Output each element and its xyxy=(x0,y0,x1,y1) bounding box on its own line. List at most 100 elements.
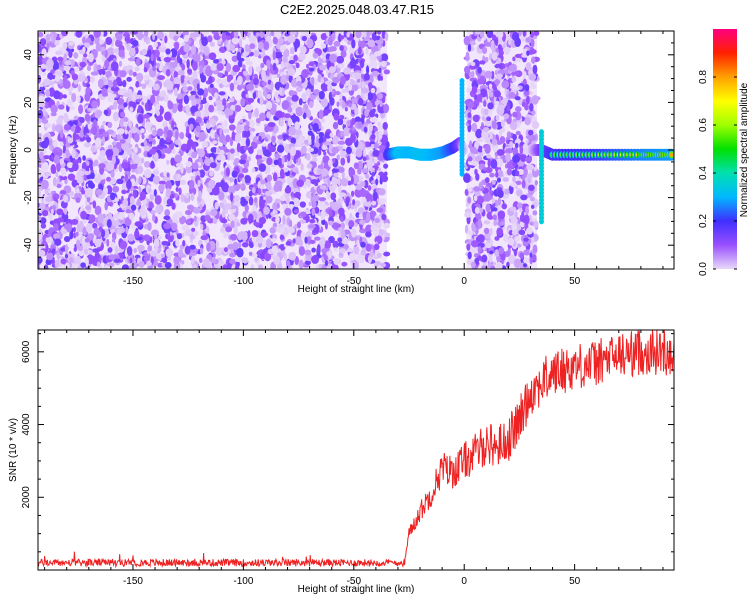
noise-cell xyxy=(41,119,49,124)
noise-cell xyxy=(230,192,234,203)
noise-cell xyxy=(225,134,231,143)
noise-cell xyxy=(270,57,279,66)
noise-cell xyxy=(340,178,349,187)
noise-cell xyxy=(234,194,240,202)
noise-cell xyxy=(56,183,62,189)
noise-cell xyxy=(153,189,157,197)
noise-cell xyxy=(380,53,389,62)
noise-cell xyxy=(228,114,235,119)
noise-cell xyxy=(265,238,272,249)
noise-cell xyxy=(378,145,386,150)
noise-cell xyxy=(252,77,259,86)
noise-cell xyxy=(153,152,159,162)
noise-cell xyxy=(63,235,71,243)
noise-cell xyxy=(353,246,360,254)
noise-cell xyxy=(209,41,215,47)
noise-cell xyxy=(524,116,531,126)
noise-cell xyxy=(54,39,60,46)
noise-cell xyxy=(369,109,375,118)
noise-cell xyxy=(206,242,211,252)
noise-cell xyxy=(493,90,502,98)
noise-cell xyxy=(509,121,518,131)
noise-cell xyxy=(223,247,228,253)
noise-cell xyxy=(75,31,83,38)
noise-cell xyxy=(338,192,347,197)
noise-cell xyxy=(325,31,330,37)
noise-cell xyxy=(516,202,523,209)
noise-cell xyxy=(377,252,382,258)
noise-cell xyxy=(475,128,483,139)
noise-cell xyxy=(200,110,205,119)
noise-cell xyxy=(68,41,74,46)
noise-cell xyxy=(71,218,79,225)
noise-cell xyxy=(362,156,367,162)
noise-cell xyxy=(329,132,334,138)
noise-cell xyxy=(485,121,492,127)
noise-cell xyxy=(350,216,356,222)
noise-cell xyxy=(186,58,190,69)
noise-cell xyxy=(497,197,502,206)
noise-cell xyxy=(331,201,339,211)
noise-cell xyxy=(240,31,244,36)
noise-cell xyxy=(466,230,474,235)
noise-cell xyxy=(237,84,243,91)
noise-cell xyxy=(138,260,145,268)
noise-cell xyxy=(83,142,91,148)
noise-cell xyxy=(341,261,348,267)
noise-cell xyxy=(54,259,60,269)
noise-cell xyxy=(363,179,369,189)
noise-cell xyxy=(331,146,340,154)
noise-cell xyxy=(488,83,493,90)
noise-cell xyxy=(531,56,536,64)
noise-cell xyxy=(242,167,249,174)
noise-cell xyxy=(131,151,135,158)
noise-cell xyxy=(195,125,202,133)
noise-cell xyxy=(475,155,482,162)
noise-cell xyxy=(53,223,59,232)
noise-cell xyxy=(199,257,203,264)
noise-cell xyxy=(266,67,270,77)
noise-cell xyxy=(265,190,273,197)
noise-cell xyxy=(503,233,509,242)
noise-cell xyxy=(511,229,518,236)
noise-cell xyxy=(112,79,117,89)
noise-cell xyxy=(483,220,491,225)
noise-cell xyxy=(323,151,327,156)
noise-cell xyxy=(238,173,245,179)
noise-cell xyxy=(63,123,71,131)
noise-cell xyxy=(489,250,494,255)
noise-cell xyxy=(383,69,391,75)
noise-cell xyxy=(85,187,93,198)
noise-cell xyxy=(174,41,180,51)
noise-cell xyxy=(129,163,138,170)
noise-cell xyxy=(525,227,533,235)
noise-cell xyxy=(92,200,97,209)
noise-cell xyxy=(164,111,172,121)
noise-cell xyxy=(266,111,272,119)
noise-cell xyxy=(80,210,87,220)
noise-cell xyxy=(258,216,267,225)
noise-cell xyxy=(38,256,43,264)
noise-cell xyxy=(365,46,369,55)
noise-cell xyxy=(226,262,232,269)
noise-cell xyxy=(271,73,278,79)
noise-cell xyxy=(377,188,386,196)
noise-cell xyxy=(247,97,255,103)
noise-cell xyxy=(466,243,471,251)
noise-cell xyxy=(324,80,333,86)
noise-cell xyxy=(73,125,82,134)
noise-cell xyxy=(190,192,195,202)
noise-cell xyxy=(496,73,503,79)
noise-cell xyxy=(277,144,285,153)
noise-cell xyxy=(77,73,86,83)
noise-cell xyxy=(248,146,254,155)
noise-cell xyxy=(210,63,218,71)
noise-cell xyxy=(499,136,506,144)
noise-cell xyxy=(525,134,533,140)
noise-cell xyxy=(51,259,56,265)
noise-cell xyxy=(226,41,231,52)
noise-cell xyxy=(328,66,336,74)
noise-cell xyxy=(294,191,302,199)
noise-cell xyxy=(157,75,165,81)
noise-cell xyxy=(528,238,532,244)
